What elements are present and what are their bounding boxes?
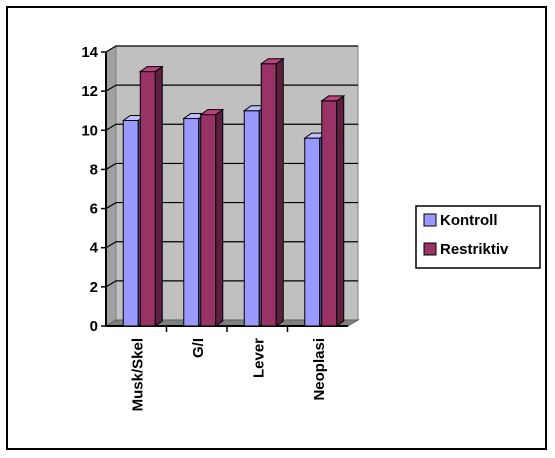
bar-side: [336, 94, 345, 327]
y-tick-label: 4: [90, 240, 99, 257]
y-tick-label: 8: [90, 161, 98, 178]
bar-front: [122, 120, 139, 327]
bar-side: [154, 65, 163, 327]
x-tick-label: Neoplasi: [311, 338, 328, 401]
bar-restriktiv-2: [259, 57, 285, 327]
bar-side: [275, 57, 284, 327]
bar-front: [139, 71, 156, 327]
bar-side: [215, 108, 224, 327]
y-tick-label: 0: [90, 318, 98, 335]
bar-top: [320, 95, 346, 102]
legend-label-kontroll: Kontroll: [440, 212, 498, 229]
bar-front: [321, 100, 338, 327]
bar-front: [260, 63, 277, 327]
y-tick-label: 10: [81, 122, 98, 139]
bar-restriktiv-1: [199, 108, 225, 327]
bars: [121, 57, 346, 327]
legend-swatch-restriktiv: [423, 242, 437, 256]
x-tick-label: Musk/Skel: [129, 338, 146, 411]
bar-top: [259, 58, 285, 65]
bar-front: [200, 114, 217, 327]
y-tick-label: 14: [81, 44, 98, 61]
x-tick-label: G/I: [190, 338, 207, 358]
legend-swatch-kontroll: [423, 213, 437, 227]
x-tick-labels: Musk/Skel G/I Lever Neoplasi: [129, 338, 328, 412]
bar-top: [138, 66, 164, 73]
bar-restriktiv-3: [320, 94, 346, 327]
bar-front: [304, 137, 321, 327]
x-tick-label: Lever: [250, 338, 267, 378]
bar-front: [243, 110, 260, 327]
y-tick-label: 2: [90, 279, 98, 296]
legend-box: [415, 205, 541, 269]
bar-front: [183, 118, 200, 327]
legend-label-restriktiv: Restriktiv: [440, 241, 509, 258]
bar-top: [199, 109, 225, 116]
gridline: [105, 45, 358, 53]
bar-restriktiv-0: [138, 65, 164, 327]
y-tick-labels: 0 2 4 6 8 10 12 14: [81, 44, 98, 335]
y-tick-label: 12: [81, 83, 98, 100]
chart-walls: [104, 45, 360, 327]
y-tick-label: 6: [90, 201, 98, 218]
legend: Kontroll Restriktiv: [415, 205, 541, 269]
